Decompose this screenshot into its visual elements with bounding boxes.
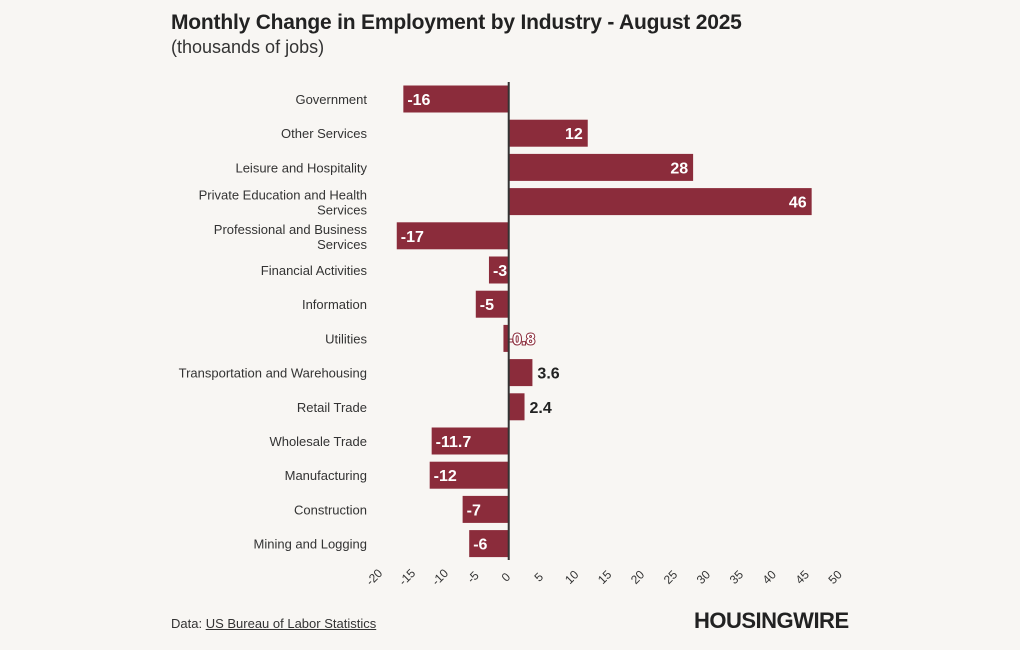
category-label: Retail Trade [297,400,367,415]
category-label: Construction [294,502,367,517]
x-tick-label: -5 [464,568,482,586]
source-note: Data: US Bureau of Labor Statistics [171,616,376,631]
category-label: Other Services [281,126,367,141]
value-label: -11.7 [436,434,472,451]
category-label: Leisure and Hospitality [235,160,367,175]
x-tick-label: 35 [727,567,747,587]
category-label: Government [295,92,367,107]
bar-2 [508,153,694,181]
category-label: Information [302,297,367,312]
bar-6 [475,290,509,318]
chart-subtitle: (thousands of jobs) [171,37,325,57]
value-label: -6 [473,537,487,554]
value-label: -7 [467,502,481,519]
bar-4 [396,222,509,250]
value-label: -3 [493,263,507,280]
category-label: Utilities [325,331,367,346]
bar-1 [508,119,588,147]
x-tick-label: 40 [760,567,780,587]
source-link[interactable]: US Bureau of Labor Statistics [205,616,377,631]
value-label: -0.8 [507,331,535,348]
value-label: -5 [480,297,494,314]
value-label: 3.6 [537,366,559,383]
x-tick-label: 25 [661,567,681,587]
x-tick-label: -10 [429,566,451,588]
bar-3 [508,188,812,216]
value-label: 2.4 [530,400,552,417]
x-tick-label: 20 [628,567,648,587]
value-label: -12 [434,468,457,485]
value-label: 46 [789,195,807,212]
category-label: Manufacturing [285,468,367,483]
bar-13 [469,530,509,558]
bar-9 [508,393,525,421]
bar-10 [431,427,509,455]
value-label: 28 [670,160,688,177]
category-label: Professional and Business Services [214,222,368,252]
category-label: Transportation and Warehousing [179,366,367,381]
x-tick-label: 5 [532,570,547,585]
category-label: Financial Activities [261,263,368,278]
x-tick-label: 30 [694,567,714,587]
x-tick-label: 10 [562,567,582,587]
bar-8 [508,359,533,387]
x-tick-label: -15 [396,566,418,588]
chart-title: Monthly Change in Employment by Industry… [171,11,742,34]
bar-chart: Government Other Services Leisure and Hosp… [179,82,845,588]
bar-12 [462,495,509,523]
value-labels-layer: -16 12 28 46 -17 -3 -5 -0.8 3.6 2.4 -11.7 -12 -7 -6 [401,92,807,554]
x-tick-label: 50 [825,567,845,587]
value-label: -16 [407,92,430,109]
x-tick-label: 45 [793,567,813,587]
x-tick-label: 0 [499,570,514,585]
bar-0 [403,85,509,113]
bar-7 [503,324,509,352]
x-axis-ticks-layer: -20 -15 -10 -5 0 5 10 15 20 25 30 35 40 45 50 [363,566,845,588]
category-label: Private Education and Health Services [199,188,368,218]
value-label: 12 [565,126,583,143]
housingwire-logo: HOUSINGWIRE [694,608,849,633]
x-tick-label: 15 [595,567,615,587]
category-label: Mining and Logging [254,537,367,552]
source-prefix: Data: [171,616,206,631]
value-label: -17 [401,229,424,246]
bars-layer [396,85,812,558]
category-labels-layer: Government Other Services Leisure and Hosp… [179,92,368,552]
bar-5 [488,256,509,284]
bar-11 [429,461,509,489]
category-label: Wholesale Trade [269,434,367,449]
x-tick-label: -20 [363,566,385,588]
